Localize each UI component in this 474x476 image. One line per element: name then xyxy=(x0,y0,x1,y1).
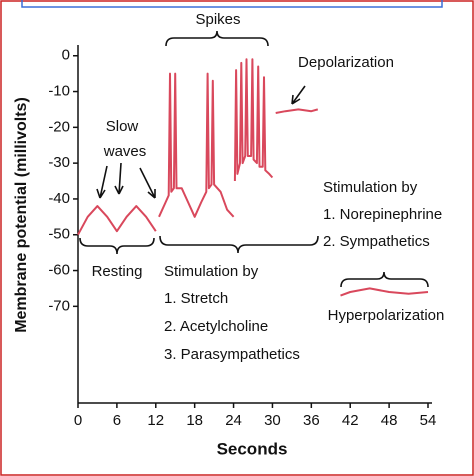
annotation: 1. Stretch xyxy=(164,290,228,307)
annotation: 2. Sympathetics xyxy=(323,233,430,250)
line-series xyxy=(275,108,319,114)
y-tick-label: 0 xyxy=(62,47,70,64)
annotation: 1. Norepinephrine xyxy=(323,206,442,223)
x-tick-label: 0 xyxy=(74,412,82,429)
x-tick-label: 48 xyxy=(381,412,398,429)
brace xyxy=(340,271,429,288)
y-tick-label: -50 xyxy=(48,226,70,243)
x-tick-label: 36 xyxy=(303,412,320,429)
annotation: Slow xyxy=(106,118,139,135)
y-tick-label: -20 xyxy=(48,118,70,135)
annotation: Depolarization xyxy=(298,54,394,71)
annotation: Spikes xyxy=(195,11,240,28)
brace xyxy=(159,235,319,254)
line-series xyxy=(340,287,429,297)
x-tick-label: 18 xyxy=(186,412,203,429)
arrow xyxy=(291,85,306,105)
x-tick-label: 30 xyxy=(264,412,281,429)
y-tick-label: -10 xyxy=(48,83,70,100)
x-tick-label: 54 xyxy=(420,412,437,429)
x-tick-label: 6 xyxy=(113,412,121,429)
arrow xyxy=(96,162,156,199)
x-tick-label: 12 xyxy=(147,412,164,429)
brace xyxy=(79,237,155,255)
annotation: Hyperpolarization xyxy=(328,307,445,324)
line-series xyxy=(233,58,274,182)
line-series xyxy=(158,72,235,218)
annotation: Stimulation by xyxy=(323,179,418,196)
annotation: Resting xyxy=(92,263,143,280)
line-series xyxy=(77,205,157,236)
brace xyxy=(165,30,269,47)
y-axis-label: Membrane potential (millivolts) xyxy=(13,97,30,333)
annotation: waves xyxy=(103,143,147,160)
x-tick-label: 42 xyxy=(342,412,359,429)
annotation: 3. Parasympathetics xyxy=(164,346,300,363)
x-tick-label: 24 xyxy=(225,412,242,429)
annotation: 2. Acetylcholine xyxy=(164,318,268,335)
y-tick-label: -40 xyxy=(48,190,70,207)
annotation: Stimulation by xyxy=(164,263,259,280)
x-axis-label: Seconds xyxy=(217,439,288,458)
y-tick-label: -30 xyxy=(48,154,70,171)
y-tick-label: -70 xyxy=(48,297,70,314)
y-tick-label: -60 xyxy=(48,262,70,279)
top-box xyxy=(21,0,443,8)
